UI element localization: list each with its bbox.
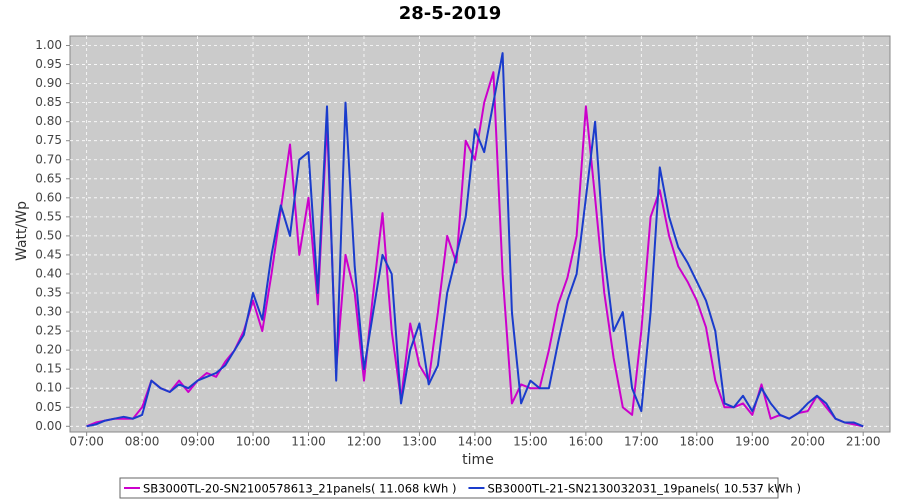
y-tick-label: 0.05	[35, 400, 62, 414]
y-tick-label: 0.15	[35, 362, 62, 376]
x-tick-label: 09:00	[180, 435, 215, 449]
y-tick-label: 0.00	[35, 419, 62, 433]
legend-box	[119, 477, 779, 499]
x-tick-label: 11:00	[291, 435, 326, 449]
plot-area	[69, 35, 891, 433]
x-tick-label: 16:00	[569, 435, 604, 449]
y-tick-label: 0.75	[35, 133, 62, 147]
y-tick-label: 0.85	[35, 95, 62, 109]
y-tick-label: 0.70	[35, 152, 62, 166]
legend-label: SB3000TL-20-SN2100578613_21panels( 11.06…	[143, 482, 456, 496]
series-line	[86, 52, 864, 428]
y-tick-label: 0.30	[35, 305, 62, 319]
y-tick-label: 0.80	[35, 114, 62, 128]
x-tick-label: 13:00	[402, 435, 437, 449]
x-tick-label: 12:00	[347, 435, 382, 449]
y-tick-label: 0.35	[35, 286, 62, 300]
y-axis-label: Watt/Wp	[14, 201, 30, 261]
y-tick-label: 0.60	[35, 190, 62, 204]
y-tick-label: 0.55	[35, 209, 62, 223]
x-tick-label: 10:00	[236, 435, 271, 449]
x-tick-label: 15:00	[513, 435, 548, 449]
legend: SB3000TL-20-SN2100578613_21panels( 11.06…	[124, 482, 801, 496]
x-tick-label: 20:00	[790, 435, 825, 449]
y-tick-label: 0.50	[35, 228, 62, 242]
legend-label: SB3000TL-21-SN2130032031_19panels( 10.53…	[487, 482, 800, 496]
y-tick-label: 1.00	[35, 38, 62, 52]
y-tick-label: 0.20	[35, 343, 62, 357]
chart-title: 28-5-2019	[399, 3, 502, 24]
y-tick-label: 0.95	[35, 57, 62, 71]
x-tick-label: 14:00	[458, 435, 493, 449]
x-tick-label: 21:00	[846, 435, 881, 449]
y-tick-label: 0.25	[35, 324, 62, 338]
x-tick-label: 17:00	[624, 435, 659, 449]
y-tick-label: 0.45	[35, 247, 62, 261]
y-tick-label: 0.65	[35, 171, 62, 185]
x-axis-label: time	[462, 452, 494, 468]
x-tick-label: 07:00	[69, 435, 104, 449]
x-tick-label: 19:00	[735, 435, 770, 449]
y-tick-label: 0.90	[35, 76, 62, 90]
y-tick-label: 0.40	[35, 266, 62, 280]
y-tick-label: 0.10	[35, 381, 62, 395]
x-tick-label: 08:00	[125, 435, 160, 449]
x-tick-label: 18:00	[679, 435, 714, 449]
